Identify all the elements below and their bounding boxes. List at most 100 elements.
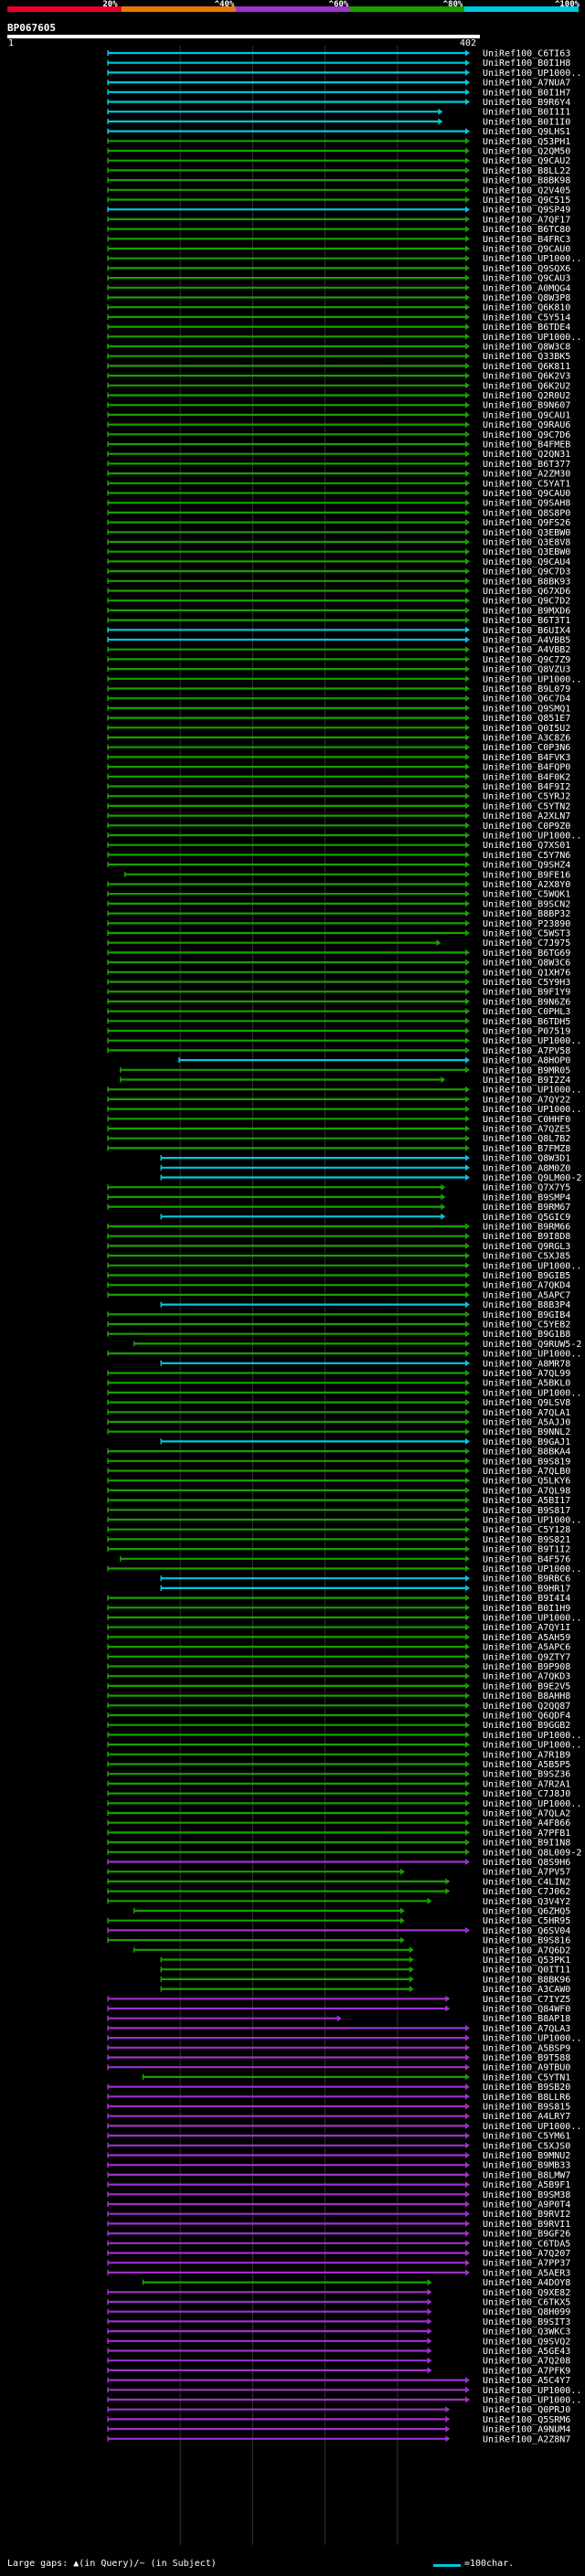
hit-label[interactable]: UniRef100_A4VBB2 — [483, 645, 570, 655]
hit-label[interactable]: UniRef100_B8BK98 — [483, 176, 570, 186]
hit-label[interactable]: UniRef100_B9MNU2 — [483, 2151, 570, 2161]
hit-label[interactable]: UniRef100_UP1000.. — [483, 1564, 581, 1574]
hit-label[interactable]: UniRef100_Q851E7 — [483, 714, 570, 724]
hit-label[interactable]: UniRef100_Q2R0U2 — [483, 391, 570, 401]
hit-label[interactable]: UniRef100_A4F866 — [483, 1818, 570, 1829]
hit-label[interactable]: UniRef100_Q8L009-2 — [483, 1848, 581, 1858]
hit-label[interactable]: UniRef100_B9SIT3 — [483, 2317, 570, 2327]
hit-label[interactable]: UniRef100_Q8S8P0 — [483, 508, 570, 518]
hit-label[interactable]: UniRef100_B9RVI1 — [483, 2220, 570, 2230]
hit-label[interactable]: UniRef100_B9L079 — [483, 684, 570, 694]
hit-label[interactable]: UniRef100_C7IYZ5 — [483, 1995, 570, 2005]
hit-label[interactable]: UniRef100_Q6K811 — [483, 362, 570, 372]
hit-label[interactable]: UniRef100_B9MXD6 — [483, 606, 570, 616]
hit-label[interactable]: UniRef100_A5AH59 — [483, 1633, 570, 1643]
hit-label[interactable]: UniRef100_A7QLA1 — [483, 1408, 570, 1418]
hit-label[interactable]: UniRef100_Q9SP49 — [483, 206, 570, 216]
hit-label[interactable]: UniRef100_Q2QM50 — [483, 147, 570, 157]
hit-label[interactable]: UniRef100_Q8W3C8 — [483, 343, 570, 353]
hit-label[interactable]: UniRef100_A3CAW0 — [483, 1985, 570, 1995]
hit-label[interactable]: UniRef100_Q9C7Z9 — [483, 655, 570, 665]
hit-label[interactable]: UniRef100_C5YTN2 — [483, 801, 570, 811]
hit-label[interactable]: UniRef100_B9S816 — [483, 1936, 570, 1946]
hit-label[interactable]: UniRef100_Q9RUW5-2 — [483, 1340, 581, 1350]
hit-label[interactable]: UniRef100_UP1000.. — [483, 333, 581, 343]
hit-label[interactable]: UniRef100_B9MB33 — [483, 2161, 570, 2171]
hit-label[interactable]: UniRef100_UP1000.. — [483, 1105, 581, 1115]
hit-label[interactable]: UniRef100_Q6K2U2 — [483, 381, 570, 391]
hit-label[interactable]: UniRef100_B8BKA4 — [483, 1447, 570, 1458]
hit-label[interactable]: UniRef100_UP1000.. — [483, 2034, 581, 2044]
hit-label[interactable]: UniRef100_Q9SHZ4 — [483, 861, 570, 871]
hit-label[interactable]: UniRef100_C5XJS0 — [483, 2141, 570, 2151]
hit-label[interactable]: UniRef100_A7QLA3 — [483, 2024, 570, 2034]
hit-label[interactable]: UniRef100_UP1000.. — [483, 2396, 581, 2406]
hit-label[interactable]: UniRef100_UP1000.. — [483, 1261, 581, 1271]
hit-label[interactable]: UniRef100_Q53PK1 — [483, 1956, 570, 1966]
hit-label[interactable]: UniRef100_Q6K810 — [483, 303, 570, 313]
hit-label[interactable]: UniRef100_B4F9I2 — [483, 782, 570, 792]
hit-label[interactable]: UniRef100_A7PP37 — [483, 2259, 570, 2269]
hit-label[interactable]: UniRef100_B9GIB5 — [483, 1271, 570, 1281]
hit-label[interactable]: UniRef100_B9GGB2 — [483, 1721, 570, 1731]
hit-label[interactable]: UniRef100_P23890 — [483, 919, 570, 929]
hit-label[interactable]: UniRef100_A7QLA2 — [483, 1809, 570, 1819]
hit-label[interactable]: UniRef100_A4DOY8 — [483, 2278, 570, 2288]
hit-label[interactable]: UniRef100_A7QY1I — [483, 1623, 570, 1633]
hit-label[interactable]: UniRef100_B9T1I2 — [483, 1545, 570, 1555]
hit-label[interactable]: UniRef100_C4LIN2 — [483, 1877, 570, 1887]
hit-label[interactable]: UniRef100_B8BP32 — [483, 909, 570, 919]
hit-label[interactable]: UniRef100_A7QF17 — [483, 215, 570, 225]
hit-label[interactable]: UniRef100_B8AP18 — [483, 2014, 570, 2024]
hit-label[interactable]: UniRef100_Q9CAU4 — [483, 557, 570, 567]
hit-label[interactable]: UniRef100_B9GIB4 — [483, 1310, 570, 1320]
hit-label[interactable]: UniRef100_B0I1I1 — [483, 108, 570, 118]
hit-label[interactable]: UniRef100_C5YRJ2 — [483, 792, 570, 802]
hit-label[interactable]: UniRef100_UP1000.. — [483, 1741, 581, 1751]
hit-label[interactable]: UniRef100_B9FE16 — [483, 870, 570, 880]
hit-label[interactable]: UniRef100_C5Y128 — [483, 1525, 570, 1535]
hit-label[interactable]: UniRef100_B6TG69 — [483, 949, 570, 959]
hit-label[interactable]: UniRef100_C5XJ85 — [483, 1252, 570, 1262]
hit-label[interactable]: UniRef100_B6TDH5 — [483, 1017, 570, 1027]
hit-label[interactable]: UniRef100_A7QKD4 — [483, 1281, 570, 1291]
hit-label[interactable]: UniRef100_C5WST3 — [483, 929, 570, 939]
hit-label[interactable]: UniRef100_B8BK96 — [483, 1975, 570, 1985]
hit-label[interactable]: UniRef100_A2ZM30 — [483, 470, 570, 480]
hit-label[interactable]: UniRef100_B6TDE4 — [483, 323, 570, 333]
hit-label[interactable]: UniRef100_Q9RGL3 — [483, 1242, 570, 1252]
hit-label[interactable]: UniRef100_B8LL22 — [483, 166, 570, 176]
hit-label[interactable]: UniRef100_Q9C7D3 — [483, 567, 570, 578]
hit-label[interactable]: UniRef100_B6T377 — [483, 460, 570, 470]
hit-label[interactable]: UniRef100_A7Q207 — [483, 2249, 570, 2259]
hit-label[interactable]: UniRef100_C6TDA5 — [483, 2239, 570, 2249]
hit-label[interactable]: UniRef100_B0I1H8 — [483, 58, 570, 69]
hit-label[interactable]: UniRef100_B9SZ36 — [483, 1770, 570, 1780]
hit-label[interactable]: UniRef100_A5C4Y7 — [483, 2376, 570, 2386]
hit-label[interactable]: UniRef100_UP1000.. — [483, 1086, 581, 1096]
hit-label[interactable]: UniRef100_Q9XE82 — [483, 2288, 570, 2298]
hit-label[interactable]: UniRef100_B0I1H9 — [483, 1604, 570, 1614]
hit-label[interactable]: UniRef100_B4FRC3 — [483, 235, 570, 245]
hit-label[interactable]: UniRef100_B6TC80 — [483, 225, 570, 235]
hit-label[interactable]: UniRef100_B8B3P4 — [483, 1300, 570, 1310]
hit-label[interactable]: UniRef100_C5YM61 — [483, 2132, 570, 2142]
hit-label[interactable]: UniRef100_Q3EBW0 — [483, 547, 570, 557]
hit-label[interactable]: UniRef100_C5Y9H3 — [483, 978, 570, 988]
hit-label[interactable]: UniRef100_A9P0T4 — [483, 2200, 570, 2210]
hit-label[interactable]: UniRef100_Q3V4Y2 — [483, 1897, 570, 1907]
hit-label[interactable]: UniRef100_A4LRY7 — [483, 2112, 570, 2122]
hit-label[interactable]: UniRef100_B9T588 — [483, 2053, 570, 2063]
hit-label[interactable]: UniRef100_B9S819 — [483, 1457, 570, 1467]
hit-label[interactable]: UniRef100_A7PFB1 — [483, 1829, 570, 1839]
hit-label[interactable]: UniRef100_Q8W3D1 — [483, 1154, 570, 1164]
hit-label[interactable]: UniRef100_B9F1Y9 — [483, 988, 570, 998]
hit-label[interactable]: UniRef100_C0HHF0 — [483, 1115, 570, 1125]
hit-label[interactable]: UniRef100_A7Q6D2 — [483, 1945, 570, 1956]
hit-label[interactable]: UniRef100_B8AHH8 — [483, 1691, 570, 1701]
hit-label[interactable]: UniRef100_A9NUM4 — [483, 2425, 570, 2435]
hit-label[interactable]: UniRef100_Q9C7D6 — [483, 430, 570, 440]
hit-label[interactable]: UniRef100_B6UIX4 — [483, 626, 570, 636]
hit-label[interactable]: UniRef100_C5HR95 — [483, 1916, 570, 1926]
hit-label[interactable]: UniRef100_UP1000.. — [483, 254, 581, 264]
